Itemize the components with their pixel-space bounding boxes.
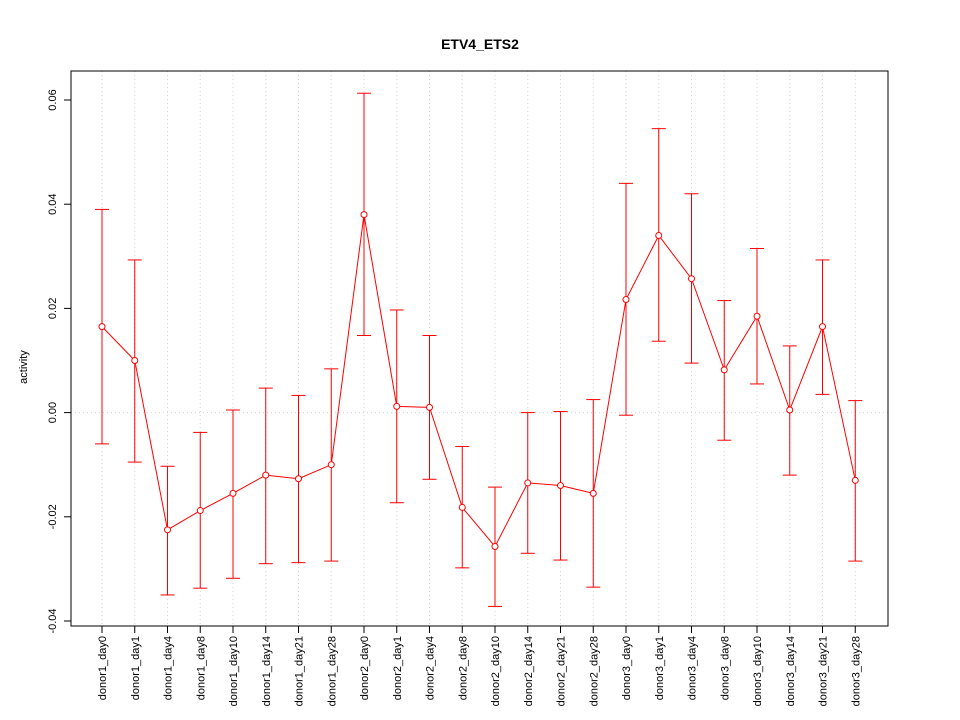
data-point xyxy=(426,403,433,411)
data-point xyxy=(262,471,270,479)
x-axis: donor1_day0 donor1_day1 donor1_day4 donor1_… xyxy=(97,626,862,706)
x-tick-label: donor1_day28 xyxy=(326,636,338,706)
x-tick-label: donor2_day4 xyxy=(425,636,437,700)
data-point xyxy=(688,275,695,283)
x-tick-label: donor3_day14 xyxy=(785,636,797,706)
data-point xyxy=(393,402,401,410)
y-tick-label: 0.02 xyxy=(47,298,59,319)
data-point xyxy=(196,507,204,515)
x-tick-label: donor3_day1 xyxy=(654,636,666,700)
data-point xyxy=(851,476,859,484)
x-tick-label: donor3_day21 xyxy=(818,636,830,706)
data-point xyxy=(131,357,139,364)
x-tick-label: donor3_day28 xyxy=(850,636,862,706)
error-bars xyxy=(95,92,863,607)
x-tick-label: donor2_day28 xyxy=(588,636,600,706)
x-tick-label: donor1_day1 xyxy=(130,636,142,700)
x-tick-label: donor2_day10 xyxy=(490,636,502,706)
plot-frame xyxy=(70,70,889,627)
data-point xyxy=(622,296,630,304)
grid xyxy=(71,71,888,626)
chart-title: ETV4_ETS2 xyxy=(441,36,519,52)
data-point xyxy=(458,503,466,511)
x-tick-label: donor3_day10 xyxy=(752,636,764,706)
x-tick-label: donor1_day14 xyxy=(261,636,273,706)
data-point xyxy=(786,406,794,414)
data-point xyxy=(491,542,499,550)
x-tick-label: donor1_day8 xyxy=(195,636,207,700)
x-tick-label: donor2_day21 xyxy=(556,636,568,706)
x-tick-label: donor1_day21 xyxy=(294,636,306,706)
data-points xyxy=(98,211,859,550)
data-point xyxy=(753,312,761,320)
x-tick-label: donor2_day0 xyxy=(359,636,371,700)
data-point xyxy=(557,482,564,490)
x-tick-label: donor1_day4 xyxy=(163,636,175,700)
x-tick-label: donor1_day0 xyxy=(97,636,109,700)
data-point xyxy=(819,323,826,331)
data-point xyxy=(360,211,368,219)
series-line xyxy=(101,214,856,548)
y-tick-label: 0.00 xyxy=(47,402,59,423)
data-point xyxy=(98,323,106,331)
y-axis-label: activity xyxy=(18,350,30,384)
data-point xyxy=(589,489,597,497)
x-tick-label: donor2_day1 xyxy=(392,636,404,700)
x-tick-label: donor3_day0 xyxy=(621,636,633,700)
data-point xyxy=(295,475,302,483)
data-point xyxy=(524,479,532,487)
x-tick-label: donor3_day8 xyxy=(719,636,731,700)
y-tick-label: 0.06 xyxy=(47,89,59,110)
y-tick-label: 0.04 xyxy=(47,193,59,214)
x-tick-label: donor2_day8 xyxy=(457,636,469,700)
data-point xyxy=(327,461,335,469)
y-axis: -0.04 -0.02 0.00 0.02 0.04 0.06 xyxy=(47,89,71,634)
data-point xyxy=(164,526,171,534)
y-tick-label: -0.02 xyxy=(47,504,59,529)
x-tick-label: donor2_day14 xyxy=(523,636,535,706)
data-point xyxy=(655,231,663,239)
data-point xyxy=(720,366,728,374)
y-tick-label: -0.04 xyxy=(47,608,59,633)
x-tick-label: donor1_day10 xyxy=(228,636,240,706)
x-tick-label: donor3_day4 xyxy=(687,636,699,700)
data-point xyxy=(229,489,237,497)
